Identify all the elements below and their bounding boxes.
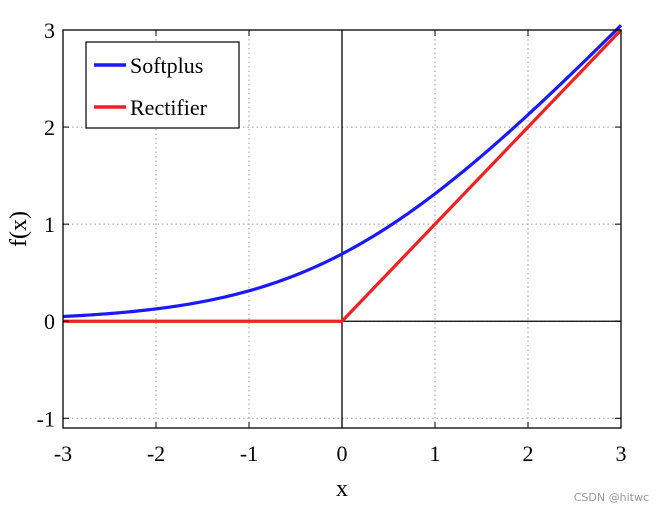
series-line-softplus [62,24,623,319]
x-axis-label: x [336,476,348,502]
x-tick-label: 2 [523,441,534,466]
y-axis-label: f(x) [6,211,32,247]
ticks [62,29,622,428]
x-tick-label: -3 [54,441,72,466]
y-tick-label: 3 [44,18,55,43]
x-tick-label: 3 [616,441,627,466]
legend-label: Rectifier [130,95,208,120]
legend: Softplus Rectifier [85,41,240,129]
x-tick-label: -1 [240,441,258,466]
watermark: CSDN @hitwc [573,491,649,504]
y-tick-label: 1 [44,212,55,237]
y-tick-label: -1 [37,406,55,431]
tick-labels: -3 -2 -1 0 1 2 3 -1 0 1 2 3 [37,18,627,466]
series-layer [62,24,623,323]
y-tick-label: 2 [44,115,55,140]
legend-label: Softplus [130,53,203,78]
y-tick-label: 0 [44,309,55,334]
series-line-rectifier [63,28,623,323]
legend-box [85,41,240,129]
x-tick-label: 0 [337,441,348,466]
x-tick-label: -2 [147,441,165,466]
x-tick-label: 1 [430,441,441,466]
